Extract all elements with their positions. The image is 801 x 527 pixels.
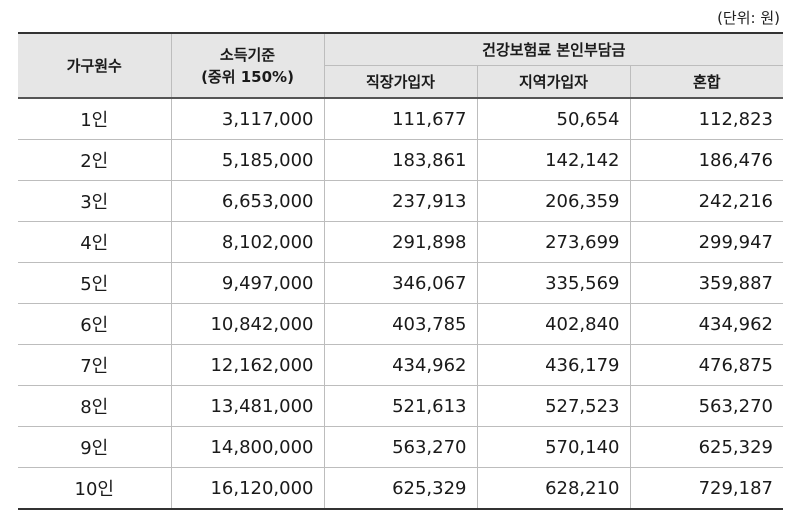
- cell-regional-premium: 527,523: [476, 385, 631, 427]
- cell-mixed-premium: 299,947: [629, 221, 784, 263]
- cell-income: 12,162,000: [170, 344, 325, 386]
- table-row: 8인 13,481,000 521,613 527,523 563,270: [18, 385, 784, 427]
- cell-household: 10인: [18, 467, 172, 510]
- cell-mixed-premium: 434,962: [629, 303, 784, 345]
- cell-household: 9인: [18, 426, 172, 468]
- cell-mixed-premium: 359,887: [629, 262, 784, 304]
- cell-household: 8인: [18, 385, 172, 427]
- cell-household: 6인: [18, 303, 172, 345]
- header-household: 가구원수: [18, 32, 172, 99]
- cell-employee-premium: 625,329: [323, 467, 478, 510]
- table-header: 가구원수 소득기준 (중위 150%) 건강보험료 본인부담금 직장가입자 지역…: [18, 32, 784, 99]
- cell-mixed-premium: 242,216: [629, 180, 784, 222]
- table-row: 9인 14,800,000 563,270 570,140 625,329: [18, 426, 784, 468]
- table-row: 10인 16,120,000 625,329 628,210 729,187: [18, 467, 784, 510]
- cell-mixed-premium: 729,187: [629, 467, 784, 510]
- cell-employee-premium: 183,861: [323, 139, 478, 181]
- cell-income: 8,102,000: [170, 221, 325, 263]
- table-row: 5인 9,497,000 346,067 335,569 359,887: [18, 262, 784, 304]
- cell-income: 6,653,000: [170, 180, 325, 222]
- cell-regional-premium: 50,654: [476, 97, 631, 140]
- header-employee: 직장가입자: [324, 65, 478, 99]
- cell-employee-premium: 403,785: [323, 303, 478, 345]
- cell-regional-premium: 436,179: [476, 344, 631, 386]
- table-row: 1인 3,117,000 111,677 50,654 112,823: [18, 97, 784, 140]
- table-row: 3인 6,653,000 237,913 206,359 242,216: [18, 180, 784, 222]
- table-row: 4인 8,102,000 291,898 273,699 299,947: [18, 221, 784, 263]
- header-income-line1: 소득기준: [219, 45, 276, 64]
- cell-regional-premium: 142,142: [476, 139, 631, 181]
- cell-employee-premium: 237,913: [323, 180, 478, 222]
- cell-income: 13,481,000: [170, 385, 325, 427]
- cell-regional-premium: 570,140: [476, 426, 631, 468]
- cell-household: 5인: [18, 262, 172, 304]
- cell-employee-premium: 563,270: [323, 426, 478, 468]
- cell-household: 3인: [18, 180, 172, 222]
- cell-household: 1인: [18, 97, 172, 140]
- cell-mixed-premium: 563,270: [629, 385, 784, 427]
- cell-income: 16,120,000: [170, 467, 325, 510]
- cell-employee-premium: 521,613: [323, 385, 478, 427]
- cell-household: 2인: [18, 139, 172, 181]
- header-income-line2: (중위 150%): [201, 67, 294, 86]
- header-regional: 지역가입자: [476, 65, 631, 99]
- table-row: 6인 10,842,000 403,785 402,840 434,962: [18, 303, 784, 345]
- cell-employee-premium: 346,067: [323, 262, 478, 304]
- cell-mixed-premium: 112,823: [629, 97, 784, 140]
- cell-income: 14,800,000: [170, 426, 325, 468]
- cell-income: 5,185,000: [170, 139, 325, 181]
- cell-regional-premium: 206,359: [476, 180, 631, 222]
- cell-income: 9,497,000: [170, 262, 325, 304]
- header-premium-group: 건강보험료 본인부담금: [323, 32, 784, 66]
- cell-regional-premium: 273,699: [476, 221, 631, 263]
- premium-table: 가구원수 소득기준 (중위 150%) 건강보험료 본인부담금 직장가입자 지역…: [18, 32, 784, 510]
- table-row: 2인 5,185,000 183,861 142,142 186,476: [18, 139, 784, 181]
- table-row: 7인 12,162,000 434,962 436,179 476,875: [18, 344, 784, 386]
- cell-regional-premium: 628,210: [476, 467, 631, 510]
- table-body: 1인 3,117,000 111,677 50,654 112,823 2인 5,185,0…: [18, 97, 784, 510]
- unit-label: (단위: 원): [717, 9, 780, 27]
- cell-mixed-premium: 476,875: [629, 344, 784, 386]
- cell-income: 3,117,000: [170, 97, 325, 140]
- header-mixed: 혼합: [629, 65, 784, 99]
- cell-regional-premium: 402,840: [476, 303, 631, 345]
- cell-employee-premium: 291,898: [323, 221, 478, 263]
- header-income: 소득기준 (중위 150%): [170, 32, 325, 99]
- cell-mixed-premium: 625,329: [629, 426, 784, 468]
- cell-employee-premium: 434,962: [323, 344, 478, 386]
- cell-mixed-premium: 186,476: [629, 139, 784, 181]
- cell-household: 4인: [18, 221, 172, 263]
- cell-regional-premium: 335,569: [476, 262, 631, 304]
- cell-household: 7인: [18, 344, 172, 386]
- cell-employee-premium: 111,677: [323, 97, 478, 140]
- cell-income: 10,842,000: [170, 303, 325, 345]
